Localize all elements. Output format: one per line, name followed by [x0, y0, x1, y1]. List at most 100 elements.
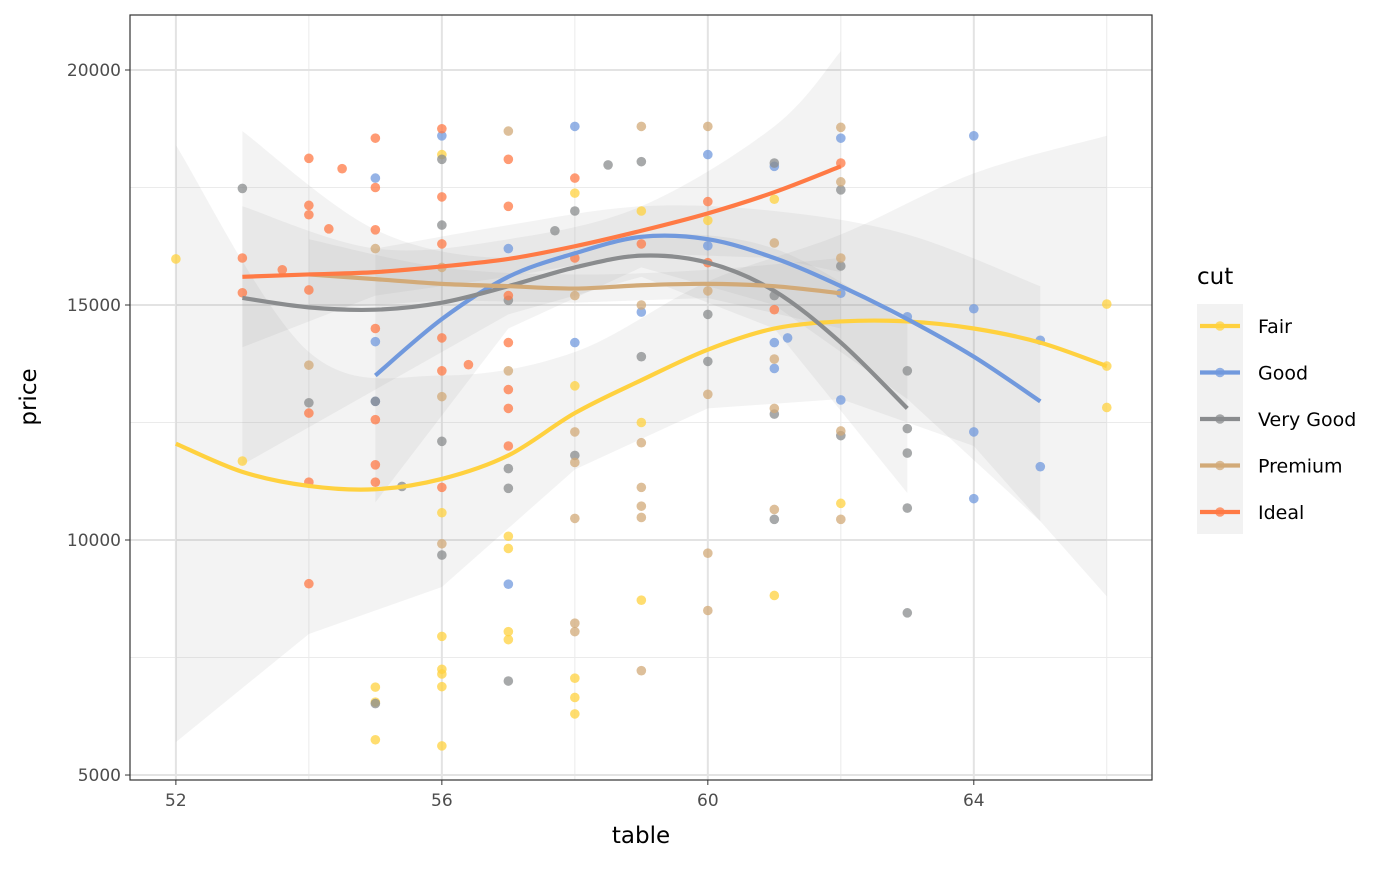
point-premium: [570, 427, 580, 437]
point-good: [836, 133, 846, 143]
point-very-good: [769, 514, 780, 525]
point-very-good: [437, 436, 447, 447]
point-fair: [769, 590, 780, 601]
point-premium: [703, 548, 713, 558]
y-tick-label: 15000: [67, 296, 121, 316]
x-tick-label: 64: [963, 791, 985, 811]
point-good: [503, 579, 514, 589]
point-ideal: [636, 239, 647, 249]
point-premium: [836, 514, 846, 525]
point-very-good: [836, 261, 846, 271]
y-tick-label: 20000: [67, 61, 121, 81]
point-good: [782, 333, 793, 343]
point-very-good: [570, 206, 580, 216]
legend-key-point-fair: [1215, 321, 1225, 331]
point-ideal: [503, 201, 514, 212]
point-ideal: [437, 239, 447, 249]
point-ideal: [503, 384, 514, 395]
point-fair: [370, 682, 381, 692]
point-ideal: [437, 482, 447, 493]
point-good: [968, 303, 979, 314]
point-very-good: [503, 676, 514, 686]
point-ideal: [703, 196, 713, 207]
smooth-line-very-good: [242, 253, 909, 410]
point-premium: [503, 366, 514, 376]
point-premium: [636, 482, 647, 493]
smooth-line-fair: [175, 318, 1108, 492]
point-fair: [636, 595, 647, 605]
point-very-good: [902, 423, 913, 434]
point-very-good: [902, 608, 913, 618]
point-premium: [769, 354, 780, 364]
point-very-good: [437, 220, 447, 230]
legend-key-point-premium: [1215, 460, 1225, 471]
point-fair: [437, 631, 447, 642]
point-premium: [570, 618, 580, 629]
point-premium: [636, 437, 647, 448]
point-premium: [570, 290, 580, 301]
point-premium: [437, 391, 447, 402]
point-good: [370, 173, 381, 183]
point-fair: [769, 194, 780, 205]
legend-label-premium: Premium: [1258, 456, 1343, 478]
point-very-good: [237, 183, 248, 194]
point-ideal: [370, 182, 381, 193]
point-premium: [836, 426, 846, 436]
point-very-good: [570, 450, 580, 461]
point-very-good: [503, 483, 514, 494]
smooth-line-premium: [308, 272, 842, 296]
point-very-good: [370, 396, 381, 407]
point-good: [437, 130, 447, 141]
point-very-good: [703, 309, 713, 320]
point-fair: [636, 206, 647, 216]
point-ideal: [370, 414, 381, 425]
point-fair: [171, 254, 181, 264]
point-very-good: [703, 356, 713, 367]
legend-label-good: Good: [1258, 363, 1308, 385]
point-fair: [503, 531, 514, 542]
point-good: [1035, 461, 1046, 472]
point-ideal: [503, 290, 514, 301]
x-tick-label: 60: [697, 791, 719, 811]
point-premium: [836, 177, 846, 187]
point-good: [636, 307, 647, 317]
legend-key-point-very-good: [1215, 414, 1225, 424]
point-very-good: [503, 463, 514, 474]
point-fair: [437, 681, 447, 692]
y-tick-label: 10000: [67, 531, 121, 551]
point-premium: [636, 300, 647, 310]
point-very-good: [304, 397, 314, 408]
point-fair: [437, 741, 447, 751]
point-premium: [636, 512, 647, 523]
point-ideal: [237, 253, 248, 263]
point-premium: [703, 605, 713, 616]
point-very-good: [603, 160, 613, 170]
point-premium: [636, 121, 647, 132]
point-good: [769, 363, 780, 374]
point-ideal: [304, 408, 314, 418]
point-fair: [237, 456, 248, 466]
point-premium: [636, 665, 647, 676]
point-ideal: [769, 304, 780, 315]
point-ideal: [437, 192, 447, 202]
point-fair: [437, 664, 447, 675]
confidence-band-good: [375, 205, 1041, 522]
point-very-good: [370, 698, 381, 709]
smooth-lines: [175, 164, 1108, 492]
point-ideal: [304, 200, 314, 211]
x-tick-label: 52: [165, 791, 187, 811]
point-fair: [570, 673, 580, 683]
point-premium: [437, 538, 447, 549]
y-axis-ticks: 5000 10000 15000 20000: [67, 61, 130, 786]
point-premium: [769, 504, 780, 515]
point-premium: [703, 389, 713, 400]
point-good: [570, 121, 580, 132]
x-tick-label: 56: [431, 791, 453, 811]
point-fair: [437, 507, 447, 518]
point-fair: [370, 734, 381, 745]
confidence-bands: [175, 51, 1107, 743]
point-good: [769, 337, 780, 348]
point-good: [836, 395, 846, 405]
point-ideal: [437, 123, 447, 134]
